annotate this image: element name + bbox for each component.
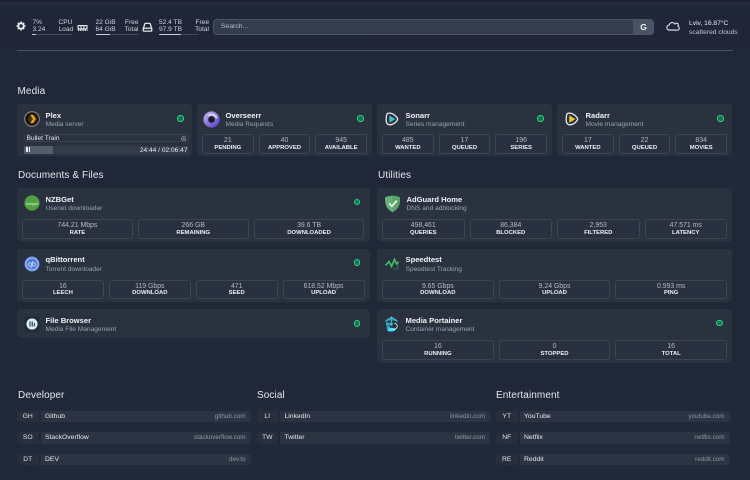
svg-text:qb: qb [28,261,36,268]
svg-text:nzbget: nzbget [25,201,38,206]
